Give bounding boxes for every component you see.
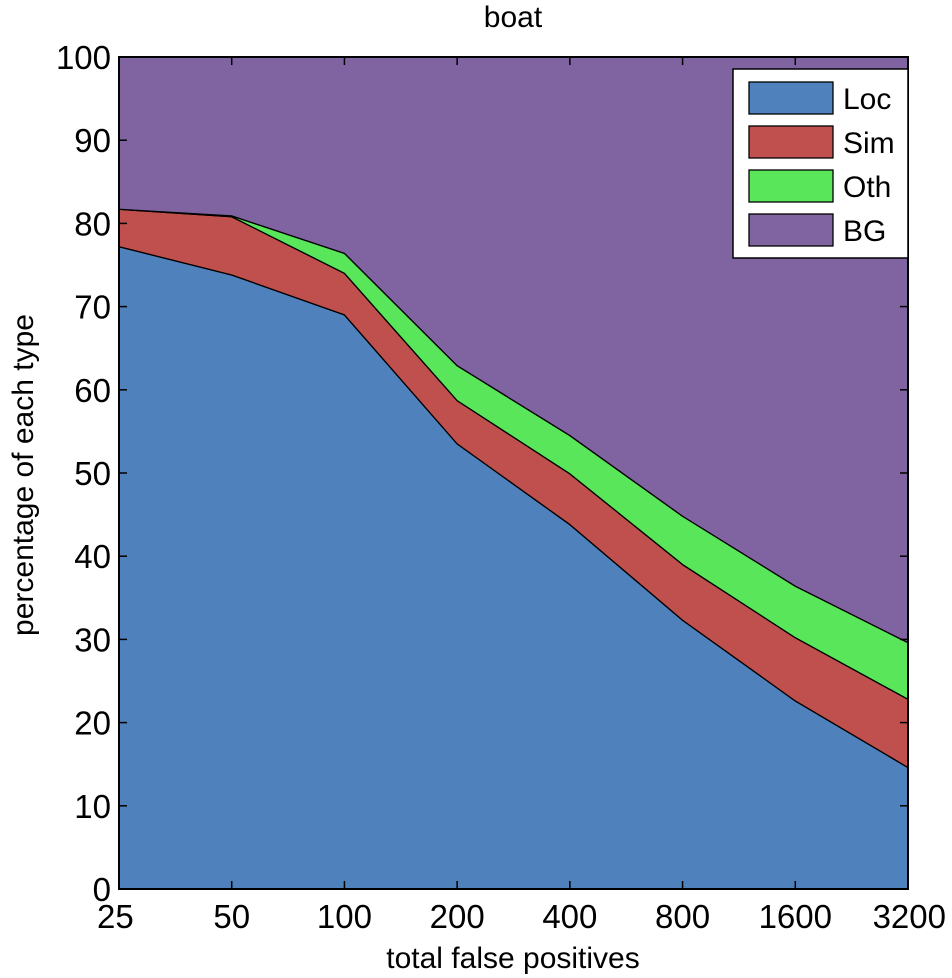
legend-label-oth: Oth [843, 171, 891, 204]
x-tick-label: 3200 [873, 898, 946, 935]
y-tick-label: 80 [74, 205, 111, 242]
legend-swatch-loc [748, 81, 834, 115]
x-tick-label: 25 [97, 898, 134, 935]
area-series-group [118, 56, 909, 890]
legend: Loc Sim Oth BG [732, 68, 909, 259]
x-tick-label: 400 [542, 898, 597, 935]
axis-ticks [118, 56, 909, 890]
x-tick-label: 1600 [759, 898, 832, 935]
y-tick-label: 100 [56, 39, 111, 76]
x-tick-label: 100 [317, 898, 372, 935]
y-tick-label: 60 [74, 372, 111, 409]
legend-swatch-sim [748, 125, 834, 159]
y-tick-label: 30 [74, 621, 111, 658]
x-tick-labels: 25 50 100 200 400 800 1600 3200 [97, 898, 946, 935]
legend-swatch-oth [748, 169, 834, 203]
legend-label-bg: BG [843, 215, 886, 248]
y-tick-labels: 0 10 20 30 40 50 60 70 80 90 100 [56, 39, 111, 908]
legend-label-sim: Sim [843, 127, 895, 160]
legend-label-loc: Loc [843, 83, 891, 116]
y-axis-label: percentage of each type [7, 314, 40, 636]
y-tick-label: 20 [74, 705, 111, 742]
x-tick-label: 200 [430, 898, 485, 935]
y-tick-label: 10 [74, 788, 111, 825]
y-tick-label: 40 [74, 538, 111, 575]
x-axis-label: total false positives [386, 942, 639, 975]
x-tick-label: 800 [655, 898, 710, 935]
x-tick-label: 50 [213, 898, 250, 935]
y-tick-label: 70 [74, 289, 111, 326]
chart-title: boat [484, 1, 543, 34]
y-tick-label: 90 [74, 122, 111, 159]
legend-swatch-bg [748, 213, 834, 247]
y-tick-label: 0 [93, 871, 111, 908]
y-tick-label: 50 [74, 455, 111, 492]
